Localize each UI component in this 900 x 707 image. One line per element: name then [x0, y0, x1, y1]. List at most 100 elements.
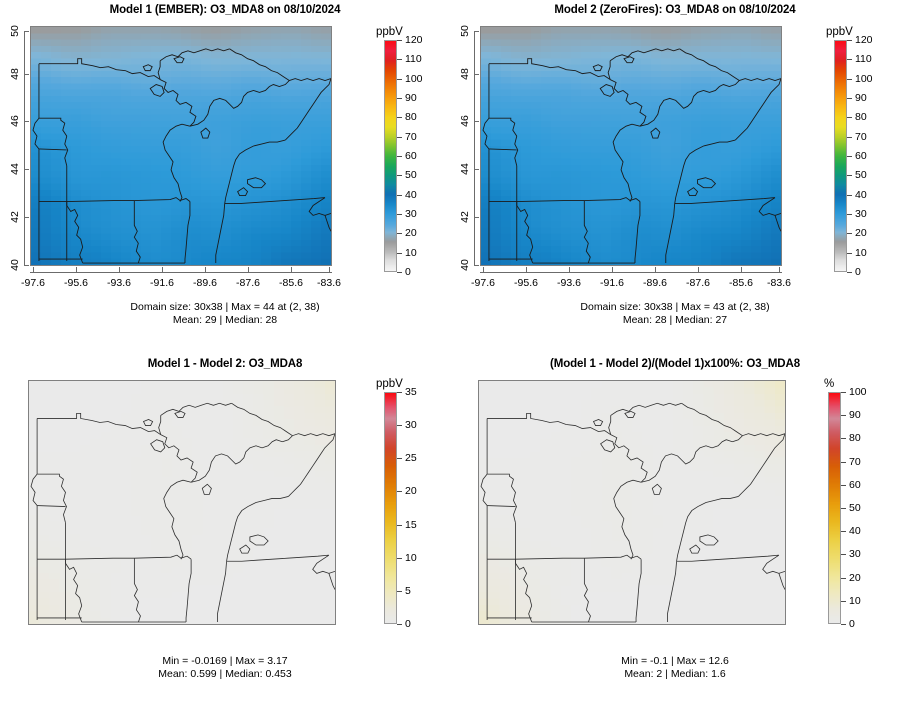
colorbar-tick	[841, 438, 846, 440]
colorbar-tick	[841, 508, 846, 509]
colorbar-tick	[847, 136, 852, 138]
colorbar-tick	[841, 415, 846, 417]
colorbar-tick-label: 50	[405, 169, 417, 182]
x-tick-label: -85.6	[729, 277, 753, 289]
map-plot-percent-difference[interactable]	[478, 380, 786, 625]
y-tick-label: 48	[9, 68, 21, 80]
colorbar-tick	[847, 214, 852, 215]
panel-caption-difference: Min = -0.0169 | Max = 3.17 Mean: 0.599 |…	[158, 655, 292, 680]
panel-title-model2: Model 2 (ZeroFires): O3_MDA8 on 08/10/20…	[554, 4, 796, 16]
panel-title-percent-difference: (Model 1 - Model 2)/(Model 1)x100%: O3_M…	[549, 358, 801, 370]
y-tick-label: 44	[459, 163, 471, 175]
colorbar-gradient-model1	[384, 40, 397, 272]
colorbar-tick	[397, 458, 402, 460]
map-plot-model2[interactable]	[480, 26, 782, 266]
colorbar-model2: ppbV 0 10 20 30 40 50 60 70 80 90 100 110 120	[826, 26, 900, 278]
panel-title-model1: Model 1 (EMBER): O3_MDA8 on 08/10/2024	[109, 4, 341, 16]
x-tick-label: -93.6	[557, 277, 581, 289]
colorbar-tick	[397, 136, 402, 138]
raster-layer-difference	[29, 381, 335, 624]
colorbar-units-difference: ppbV	[376, 378, 403, 390]
colorbar-tick	[397, 194, 402, 196]
x-tick-label: -83.6	[317, 277, 341, 289]
colorbar-model1: ppbV 0 10 20 30 40 50 60 70 80 90 100 110 120	[376, 26, 450, 278]
x-tick-label: -95.6	[64, 277, 88, 289]
state-borders-model2	[481, 27, 781, 265]
colorbar-tick-label: 15	[405, 518, 417, 531]
colorbar-tick	[397, 40, 402, 41]
colorbar-tick-label: 70	[849, 455, 861, 468]
colorbar-tick	[847, 78, 852, 80]
raster-layer-model2	[481, 27, 781, 265]
colorbar-tick	[397, 233, 402, 235]
colorbar-tick-label: 70	[405, 130, 417, 143]
colorbar-tick-label: 30	[405, 419, 417, 432]
colorbar-tick	[841, 392, 846, 393]
colorbar-tick-label: 110	[855, 53, 872, 66]
colorbar-tick	[841, 624, 846, 625]
raster-layer-model1	[31, 27, 331, 265]
colorbar-tick	[397, 156, 402, 157]
y-tick-label: 46	[9, 115, 21, 127]
colorbar-tick	[397, 117, 402, 119]
colorbar-tick-label: 0	[405, 618, 411, 630]
colorbar-tick-label: 60	[849, 478, 861, 491]
colorbar-tick	[847, 98, 852, 99]
colorbar-tick	[847, 272, 852, 273]
panel-model1: Model 1 (EMBER): O3_MDA8 on 08/10/2024	[0, 0, 450, 340]
x-tick-label: -87.6	[236, 277, 260, 289]
colorbar-tick-label: 0	[405, 266, 411, 278]
state-borders-difference	[29, 381, 335, 624]
x-tick-label: -97.6	[471, 277, 495, 289]
y-tick-label: 48	[459, 68, 471, 80]
y-tick-label: 42	[459, 211, 471, 223]
colorbar-tick-label: 10	[405, 246, 417, 259]
colorbar-tick	[841, 577, 846, 579]
colorbar-tick-label: 90	[405, 92, 417, 104]
y-tick-label: 40	[459, 259, 471, 271]
colorbar-tick	[397, 491, 402, 493]
colorbar-percent-difference: % 0 10 20 30 40 50 60 70 80 90 100	[820, 378, 900, 630]
y-tick-label: 50	[459, 25, 471, 37]
colorbar-tick	[841, 600, 846, 602]
colorbar-tick	[397, 78, 402, 80]
colorbar-gradient-difference	[384, 392, 397, 624]
colorbar-tick-label: 5	[405, 584, 411, 597]
colorbar-tick-label: 40	[849, 525, 861, 538]
colorbar-tick	[397, 624, 402, 625]
map-plot-difference[interactable]	[28, 380, 336, 625]
x-tick-label: -93.6	[107, 277, 131, 289]
colorbar-gradient-model2	[834, 40, 847, 272]
colorbar-tick	[841, 484, 846, 486]
map-plot-model1[interactable]	[30, 26, 332, 266]
colorbar-tick-label: 20	[855, 227, 867, 240]
x-tick-label: -89.6	[643, 277, 667, 289]
colorbar-units-model2: ppbV	[826, 26, 853, 38]
y-tick-label: 40	[9, 259, 21, 271]
panel-title-difference: Model 1 - Model 2: O3_MDA8	[147, 358, 303, 370]
panel-model2: Model 2 (ZeroFires): O3_MDA8 on 08/10/20…	[450, 0, 900, 340]
colorbar-tick	[397, 557, 402, 559]
colorbar-tick-label: 90	[849, 409, 861, 422]
colorbar-tick-label: 20	[405, 485, 417, 498]
colorbar-tick-label: 0	[855, 266, 861, 278]
y-tick-label: 44	[9, 163, 21, 175]
colorbar-tick	[397, 175, 402, 177]
colorbar-tick-label: 80	[405, 111, 417, 124]
colorbar-tick	[847, 252, 852, 254]
colorbar-units-percent-difference: %	[824, 378, 835, 390]
colorbar-tick	[397, 214, 402, 215]
colorbar-tick	[847, 40, 852, 41]
colorbar-tick-label: 120	[855, 34, 873, 46]
colorbar-tick	[841, 531, 846, 533]
colorbar-tick-label: 60	[855, 150, 867, 162]
colorbar-tick	[847, 194, 852, 196]
colorbar-tick-label: 20	[849, 571, 861, 584]
colorbar-tick-label: 80	[849, 432, 861, 445]
panel-caption-model2: Domain size: 30x38 | Max = 43 at (2, 38)…	[580, 301, 770, 326]
colorbar-tick	[847, 233, 852, 235]
colorbar-tick	[847, 156, 852, 157]
x-tick-label: -95.6	[514, 277, 538, 289]
panel-caption-model1: Domain size: 30x38 | Max = 44 at (2, 38)…	[130, 301, 320, 326]
colorbar-tick	[847, 175, 852, 177]
